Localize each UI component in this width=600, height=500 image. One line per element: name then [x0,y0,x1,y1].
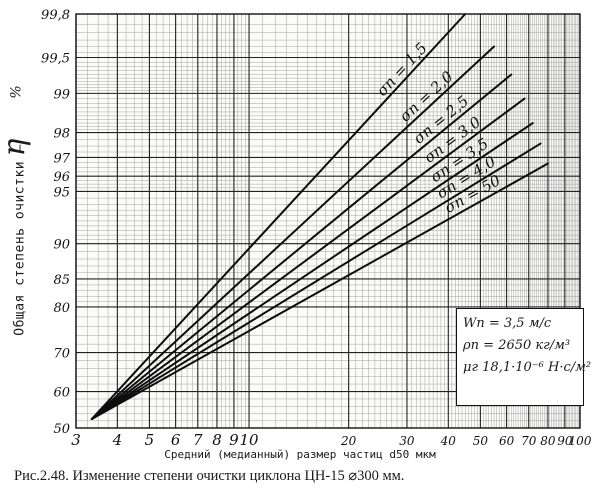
x-tick-label: 9 [229,431,239,449]
x-tick-label: 90 [557,434,573,448]
series-line [90,142,542,420]
x-tick-label: 10 [240,431,260,449]
x-tick-label: 6 [171,431,181,449]
y-axis-label-wrap: Общая степень очистки – [2,40,38,440]
x-tick-label: 7 [193,431,203,449]
y-tick-label: 80 [53,301,70,316]
y-tick-label: 95 [53,185,70,200]
x-tick-label: 20 [340,434,357,448]
y-tick-label: 85 [53,273,70,288]
y-tick-label: 98 [53,127,70,142]
y-axis-symbol: η [0,138,33,157]
y-tick-label: 96 [53,170,70,185]
x-tick-label: 4 [112,431,123,449]
series-line [90,73,513,420]
x-tick-label: 100 [569,434,592,448]
y-tick-label: 99,8 [41,8,70,23]
x-tick-label: 3 [71,431,81,449]
series-line [90,45,496,420]
x-axis-label: Средний (медианный) размер частиц d50 мк… [164,448,436,461]
x-tick-label: 5 [145,431,155,449]
series-line [90,122,534,420]
x-tick-label: 30 [399,434,415,448]
y-tick-label: 99 [53,87,70,102]
y-tick-label: 97 [53,151,70,166]
x-tick-label: 60 [499,434,515,448]
x-tick-label: 80 [540,434,556,448]
y-axis-label: Общая степень очистки – [12,144,28,336]
series-line [90,162,549,420]
y-tick-label: 60 [53,386,70,401]
x-tick-label: 8 [212,431,222,449]
y-axis-unit: % [8,85,25,99]
figure-caption: Рис.2.48. Изменение степени очистки цикл… [14,468,405,484]
x-tick-label: 70 [521,434,537,448]
x-tick-label: 50 [473,434,489,448]
y-tick-label: 90 [53,238,70,253]
x-tick-label: 40 [440,434,457,448]
velocity-annotation: Wп = 3,5 м/с [463,316,552,331]
viscosity-annotation: μг 18,1·10⁻⁶ Н·с/м² [463,360,592,375]
plot-frame [75,13,581,429]
y-tick-label: 99,5 [41,51,70,66]
y-tick-label: 70 [53,347,70,362]
y-tick-label: 50 [53,422,70,437]
series-line [90,97,526,420]
density-annotation: ρп = 2650 кг/м³ [463,338,571,353]
conditions-box: Wп = 3,5 м/с ρп = 2650 кг/м³ μг 18,1·10⁻… [456,308,592,406]
series-line [90,13,467,420]
